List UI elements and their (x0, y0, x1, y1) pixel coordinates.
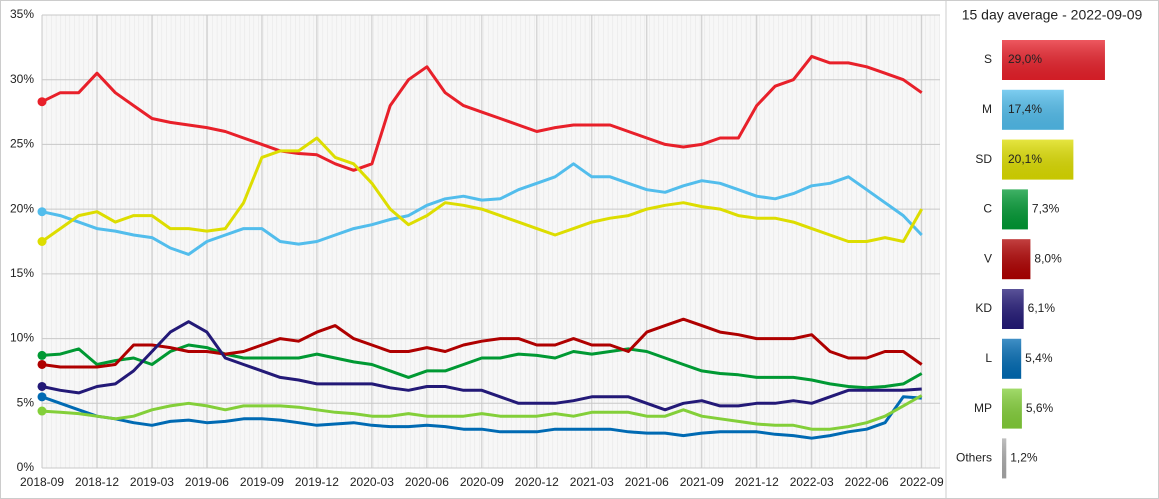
series-line (41, 162, 923, 256)
start-dot (37, 97, 47, 107)
x-tick-label: 2022-09 (900, 475, 944, 489)
y-tick-label: 35% (10, 7, 34, 21)
bar-value-label: 1,2% (1010, 451, 1038, 465)
start-dot (37, 237, 47, 246)
bar-shine (1002, 139, 1074, 180)
start-dot (37, 207, 47, 217)
x-tick-label: 2020-03 (350, 475, 394, 489)
x-tick-label: 2019-09 (240, 475, 284, 489)
lines-layer (37, 54, 924, 440)
bar-value-label: 5,4% (1025, 351, 1053, 365)
series-line (41, 320, 922, 412)
x-tick-label: 2019-06 (185, 475, 229, 489)
x-tick-label: 2019-12 (295, 475, 339, 489)
bar-category: SD (975, 152, 992, 166)
bar-category: Others (956, 451, 992, 465)
x-tick-label: 2021-12 (735, 475, 779, 489)
x-tick-label: 2022-06 (845, 475, 889, 489)
bar-value-label: 20,1% (1008, 152, 1042, 166)
start-dot (37, 350, 47, 360)
series-line (41, 136, 924, 243)
start-dot (37, 381, 47, 391)
y-tick-label: 25% (10, 137, 34, 151)
y-tick-label: 5% (17, 395, 35, 409)
bar-shine (1002, 438, 1007, 479)
y-tick-label: 20% (10, 201, 34, 215)
series-line (41, 317, 923, 369)
labels-layer: 0% 5% 10% 15% 20% 25% 30% 35% 2018-09 2018-12 2019… (10, 7, 944, 489)
bar-value-label: 6,1% (1028, 301, 1056, 315)
series-line (41, 343, 923, 390)
start-dot (37, 359, 47, 369)
start-dot (37, 392, 47, 402)
bar-category: MP (974, 401, 992, 415)
x-tick-label: 2021-06 (625, 475, 669, 489)
bar-shine (1002, 338, 1022, 379)
bar-category: C (983, 202, 992, 216)
y-tick-label: 15% (10, 266, 34, 280)
x-tick-label: 2018-12 (75, 475, 119, 489)
bar-value-label: 29,0% (1008, 52, 1042, 66)
x-tick-label: 2022-03 (790, 475, 834, 489)
x-tick-label: 2021-03 (570, 475, 614, 489)
bar-value-label: 17,4% (1008, 102, 1042, 116)
x-tick-label: 2019-03 (130, 475, 174, 489)
series-line (41, 394, 923, 431)
y-tick-label: 10% (10, 331, 34, 345)
bars-layer: S 29,0% M 17,4% SD 20,1% C 7,3% V 8,0% KD 6,1% L 5,4%… (956, 40, 1105, 479)
bar-value-label: 8,0% (1034, 251, 1062, 265)
start-dot (37, 406, 47, 416)
y-tick-label: 30% (10, 72, 34, 86)
bar-category: V (984, 251, 992, 265)
bar-category: KD (975, 301, 992, 315)
bar-shine (1002, 89, 1064, 130)
series-line (41, 54, 923, 172)
bar-title: 15 day average - 2022-09-09 (962, 7, 1143, 23)
x-tick-label: 2020-09 (460, 475, 504, 489)
bar-category: L (985, 351, 992, 365)
series-line (41, 395, 922, 440)
x-tick-label: 2020-12 (515, 475, 559, 489)
bar-shine (1002, 239, 1031, 280)
x-tick-label: 2018-09 (20, 475, 64, 489)
x-tick-label: 2020-06 (405, 475, 449, 489)
bar-shine (1002, 40, 1105, 80)
y-tick-label: 0% (17, 460, 35, 474)
bar-category: S (984, 52, 992, 66)
bar-shine (1002, 388, 1022, 429)
bar-category: M (982, 102, 992, 116)
bar-shine (1002, 189, 1028, 230)
x-tick-label: 2021-09 (680, 475, 724, 489)
bar-value-label: 7,3% (1032, 202, 1060, 216)
bar-shine (1002, 289, 1024, 329)
bar-value-label: 5,6% (1026, 401, 1054, 415)
minor-grid (42, 15, 940, 468)
